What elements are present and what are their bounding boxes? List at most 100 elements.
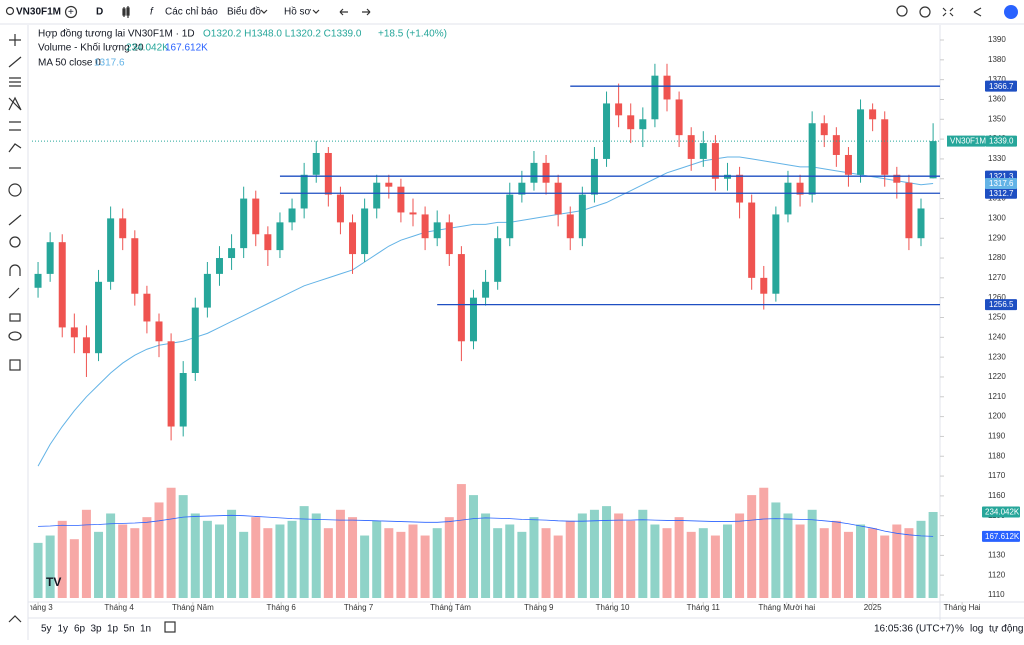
y-tick-label: 1200 — [988, 412, 1006, 421]
price-badge — [985, 299, 1017, 311]
chart-type-icon[interactable] — [122, 6, 130, 18]
log-toggle[interactable]: log — [970, 624, 983, 635]
fullscreen-button[interactable] — [942, 7, 954, 17]
range-button[interactable]: 5n — [124, 624, 135, 635]
volume-badge — [982, 530, 1020, 542]
lock-drawing-tool[interactable] — [8, 287, 20, 299]
range-button[interactable]: 1n — [140, 624, 151, 635]
pattern-tool[interactable] — [8, 96, 22, 111]
price-badge-label: 1312.7 — [989, 189, 1014, 198]
visibility-tool[interactable] — [8, 331, 22, 341]
legend: Hợp đồng tương lai VN30F1M · 1D O1320.2 … — [38, 28, 447, 69]
volume-bar — [662, 528, 672, 598]
profile-button[interactable]: Hồ sơ — [284, 6, 312, 18]
candle-body — [711, 143, 719, 179]
volume-bar — [348, 517, 358, 598]
volume-bar — [650, 524, 660, 598]
dropdown-icon — [260, 9, 268, 14]
volume-bar — [118, 524, 128, 598]
top-toolbar: VN30F1M + D f Các chỉ báo Biểu đồ Hồ sơ — [0, 0, 1024, 25]
symbol[interactable]: VN30F1M — [16, 7, 61, 18]
volume-bar — [239, 531, 249, 598]
search-icon[interactable] — [5, 6, 15, 16]
brush-tool[interactable] — [8, 143, 22, 153]
redo-button[interactable] — [362, 8, 371, 16]
indicators-button[interactable]: Các chỉ báo — [165, 6, 218, 18]
price-badge-label: 1339.0 — [989, 137, 1014, 146]
lock-tool[interactable] — [9, 313, 21, 322]
ruler-tool[interactable] — [8, 214, 22, 226]
range-button[interactable]: 1y — [58, 624, 69, 635]
snapshot-button[interactable] — [896, 5, 908, 17]
volume-bar — [553, 535, 563, 598]
candle-body — [373, 182, 381, 209]
date-range-button[interactable] — [164, 621, 176, 633]
zoom-tool[interactable] — [9, 236, 21, 248]
range-button[interactable]: 5y — [41, 624, 52, 635]
crosshair-tool[interactable] — [9, 34, 21, 46]
y-tick-label: 1110 — [988, 590, 1005, 599]
projection-tool[interactable] — [9, 121, 21, 131]
volume-bar — [626, 520, 636, 598]
x-tick-label: Tháng Hai — [944, 603, 981, 612]
range-button[interactable]: 6p — [74, 624, 86, 635]
volume-bar — [928, 511, 938, 598]
volume-bar — [384, 528, 394, 598]
candle-body — [748, 202, 756, 278]
candle-body — [639, 119, 647, 130]
x-tick-label: Tháng 11 — [687, 603, 721, 612]
volume-bar — [275, 524, 285, 598]
candle-body — [397, 186, 405, 213]
y-tick-label: 1190 — [988, 432, 1006, 441]
volume-bar — [287, 520, 297, 598]
compare-button[interactable] — [64, 5, 78, 19]
candle-body — [893, 174, 901, 183]
candle-body — [506, 194, 514, 239]
candle-body — [772, 214, 780, 294]
time-axis: Tháng 3 Tháng 4 Tháng Năm Tháng 6 Tháng 7 Thá… — [30, 602, 981, 612]
y-tick-label: 1360 — [988, 95, 1006, 104]
y-tick-label: 1120 — [988, 570, 1006, 579]
emoji-tool[interactable] — [8, 183, 22, 197]
volume-bar — [904, 528, 914, 598]
price-badge-label: 1317.6 — [989, 179, 1014, 188]
candle-body — [409, 212, 417, 215]
candle-body — [264, 234, 272, 251]
volume-bar — [130, 528, 140, 598]
interval[interactable]: D — [96, 7, 103, 18]
y-tick-label: 1380 — [988, 55, 1006, 64]
volume-bar — [602, 506, 612, 598]
range-button[interactable]: 1p — [107, 624, 119, 635]
volume-bar — [529, 517, 539, 598]
undo-button[interactable] — [339, 8, 348, 16]
settings-button[interactable] — [919, 6, 931, 18]
candle-body — [881, 119, 889, 175]
volume-bar — [880, 535, 890, 598]
share-button[interactable] — [973, 7, 982, 17]
volume-legend-value: 234.042K — [126, 43, 169, 54]
volume-bar — [722, 524, 732, 598]
candle-body — [252, 198, 260, 235]
candle-body — [215, 258, 223, 274]
volume-bar — [323, 528, 333, 598]
line-tool[interactable] — [8, 56, 22, 68]
fib-tool[interactable] — [9, 77, 21, 87]
range-button[interactable]: 3p — [91, 624, 103, 635]
chart-menu-button[interactable]: Biểu đồ — [227, 6, 261, 18]
y-tick-label: 1180 — [988, 451, 1006, 460]
volume-bar — [698, 528, 708, 598]
volume-bar — [856, 524, 866, 598]
auto-toggle[interactable]: tự động — [989, 624, 1024, 635]
volume-bar — [456, 484, 466, 598]
collapse-button[interactable] — [8, 615, 22, 623]
candle-body — [603, 103, 611, 159]
candle-body — [421, 214, 429, 239]
percent-toggle[interactable]: % — [955, 624, 964, 635]
candle-body — [82, 337, 90, 354]
volume-bar — [735, 513, 745, 598]
price-badge — [985, 187, 1017, 199]
delete-tool[interactable] — [9, 359, 21, 371]
magnet-tool[interactable] — [9, 264, 21, 276]
